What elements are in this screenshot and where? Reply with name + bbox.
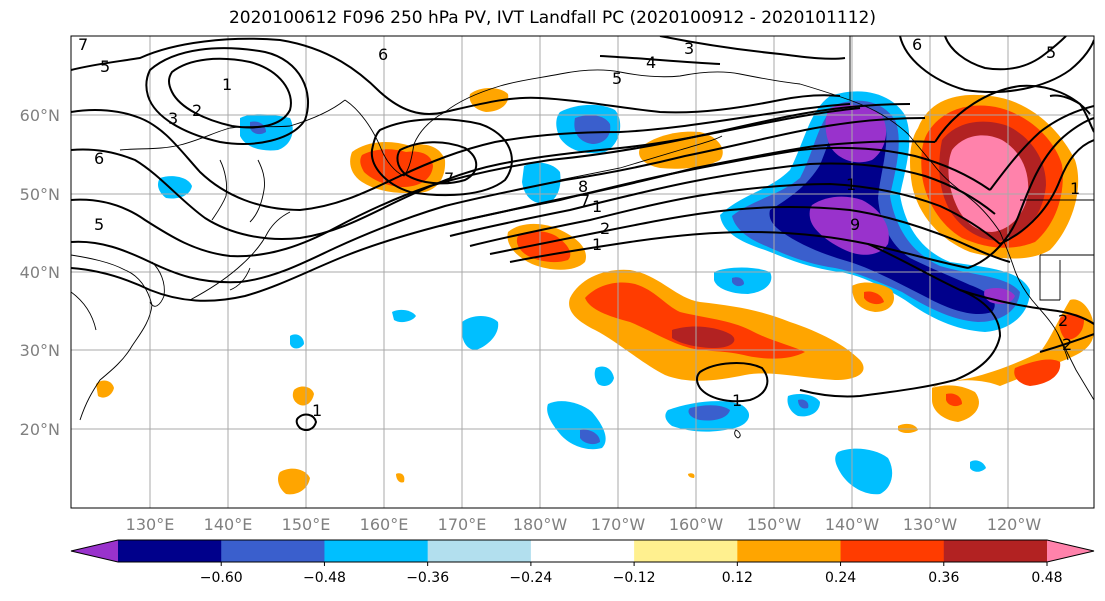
- colorbar-tick-label: 0.36: [928, 570, 959, 586]
- lat-label: 20°N: [20, 420, 60, 439]
- colorbar-segment: [840, 540, 945, 562]
- contour-label: 5: [612, 69, 622, 88]
- latitude-labels: 60°N 50°N 40°N 30°N 20°N: [20, 106, 60, 439]
- contour-label: 3: [168, 109, 178, 128]
- colorbar: −0.60 −0.48 −0.36 −0.24 −0.12 0.12 0.24 0.36 0.4…: [70, 539, 1095, 586]
- colorbar-tick-label: −0.36: [406, 570, 449, 586]
- map-frame: [70, 35, 1095, 509]
- contour-label: 1: [312, 401, 322, 420]
- colorbar-tick-label: −0.24: [509, 570, 552, 586]
- contour-label: 2: [1058, 311, 1068, 330]
- contour-label: 2: [1062, 335, 1072, 354]
- contour-lines: [71, 36, 1094, 431]
- contour-label: 7: [78, 35, 88, 54]
- contour-label: 3: [684, 39, 694, 58]
- contour-label: 1: [846, 175, 856, 194]
- lon-label: 150°E: [282, 515, 331, 534]
- contour-label: 6: [378, 45, 388, 64]
- colorbar-segment: [530, 540, 635, 562]
- colorbar-extend-high: [1047, 540, 1094, 562]
- colorbar-outline: [70, 539, 1095, 563]
- lon-label: 170°W: [591, 515, 646, 534]
- colorbar-segment: [737, 540, 842, 562]
- colorbar-segment: [427, 540, 532, 562]
- lat-label: 40°N: [20, 263, 60, 282]
- contour-label: 1: [592, 235, 602, 254]
- longitude-labels: 130°E 140°E 150°E 160°E 170°E 180°W 170°…: [126, 515, 1042, 534]
- lon-label: 120°W: [987, 515, 1042, 534]
- contour-label: 4: [646, 53, 656, 72]
- colorbar-tick-label: 0.12: [722, 570, 753, 586]
- lon-label: 140°E: [204, 515, 253, 534]
- contour-label: 1: [1070, 179, 1080, 198]
- contour-label: 6: [94, 149, 104, 168]
- colorbar-tick-label: 0.24: [825, 570, 856, 586]
- colorbar-tick-label: −0.12: [613, 570, 656, 586]
- colorbar-segment: [634, 540, 738, 562]
- lon-label: 180°W: [513, 515, 568, 534]
- contour-label: 7: [580, 191, 590, 210]
- colorbar-segment: [221, 540, 325, 562]
- contour-label: 9: [850, 215, 860, 234]
- lon-label: 130°E: [126, 515, 175, 534]
- contour-label: 7: [444, 169, 454, 188]
- contour-label: 5: [100, 57, 110, 76]
- colorbar-tick-label: −0.60: [200, 570, 243, 586]
- colorbar-segment: [943, 540, 1048, 562]
- contour-label: 5: [94, 215, 104, 234]
- lon-label: 160°W: [669, 515, 724, 534]
- coastlines: [71, 36, 1094, 439]
- lon-label: 150°W: [747, 515, 802, 534]
- contour-label: 1: [592, 197, 602, 216]
- contour-label: 5: [1046, 43, 1056, 62]
- lat-label: 30°N: [20, 341, 60, 360]
- lat-label: 50°N: [20, 185, 60, 204]
- lon-label: 130°W: [903, 515, 958, 534]
- colorbar-tick-label: −0.48: [303, 570, 346, 586]
- contour-label: 1: [732, 391, 742, 410]
- map-title: 2020100612 F096 250 hPa PV, IVT Landfall…: [228, 8, 876, 28]
- lon-label: 140°W: [825, 515, 880, 534]
- contour-label: 1: [222, 75, 232, 94]
- contour-label: 2: [192, 101, 202, 120]
- colorbar-segment: [118, 540, 222, 562]
- contour-label: 2: [600, 219, 610, 238]
- lon-label: 160°E: [360, 515, 409, 534]
- contour-label: 6: [912, 35, 922, 54]
- colorbar-tick-label: 0.48: [1031, 570, 1062, 586]
- colorbar-segment: [324, 540, 429, 562]
- contour-label: 8: [578, 177, 588, 196]
- lat-label: 60°N: [20, 106, 60, 125]
- contour-labels: 1 1 1 1 1 1 1 2 2 2 2 3 3 4 5 5 5 5 6 6 …: [78, 35, 1080, 420]
- lon-label: 170°E: [438, 515, 487, 534]
- colorbar-extend-low: [71, 540, 118, 562]
